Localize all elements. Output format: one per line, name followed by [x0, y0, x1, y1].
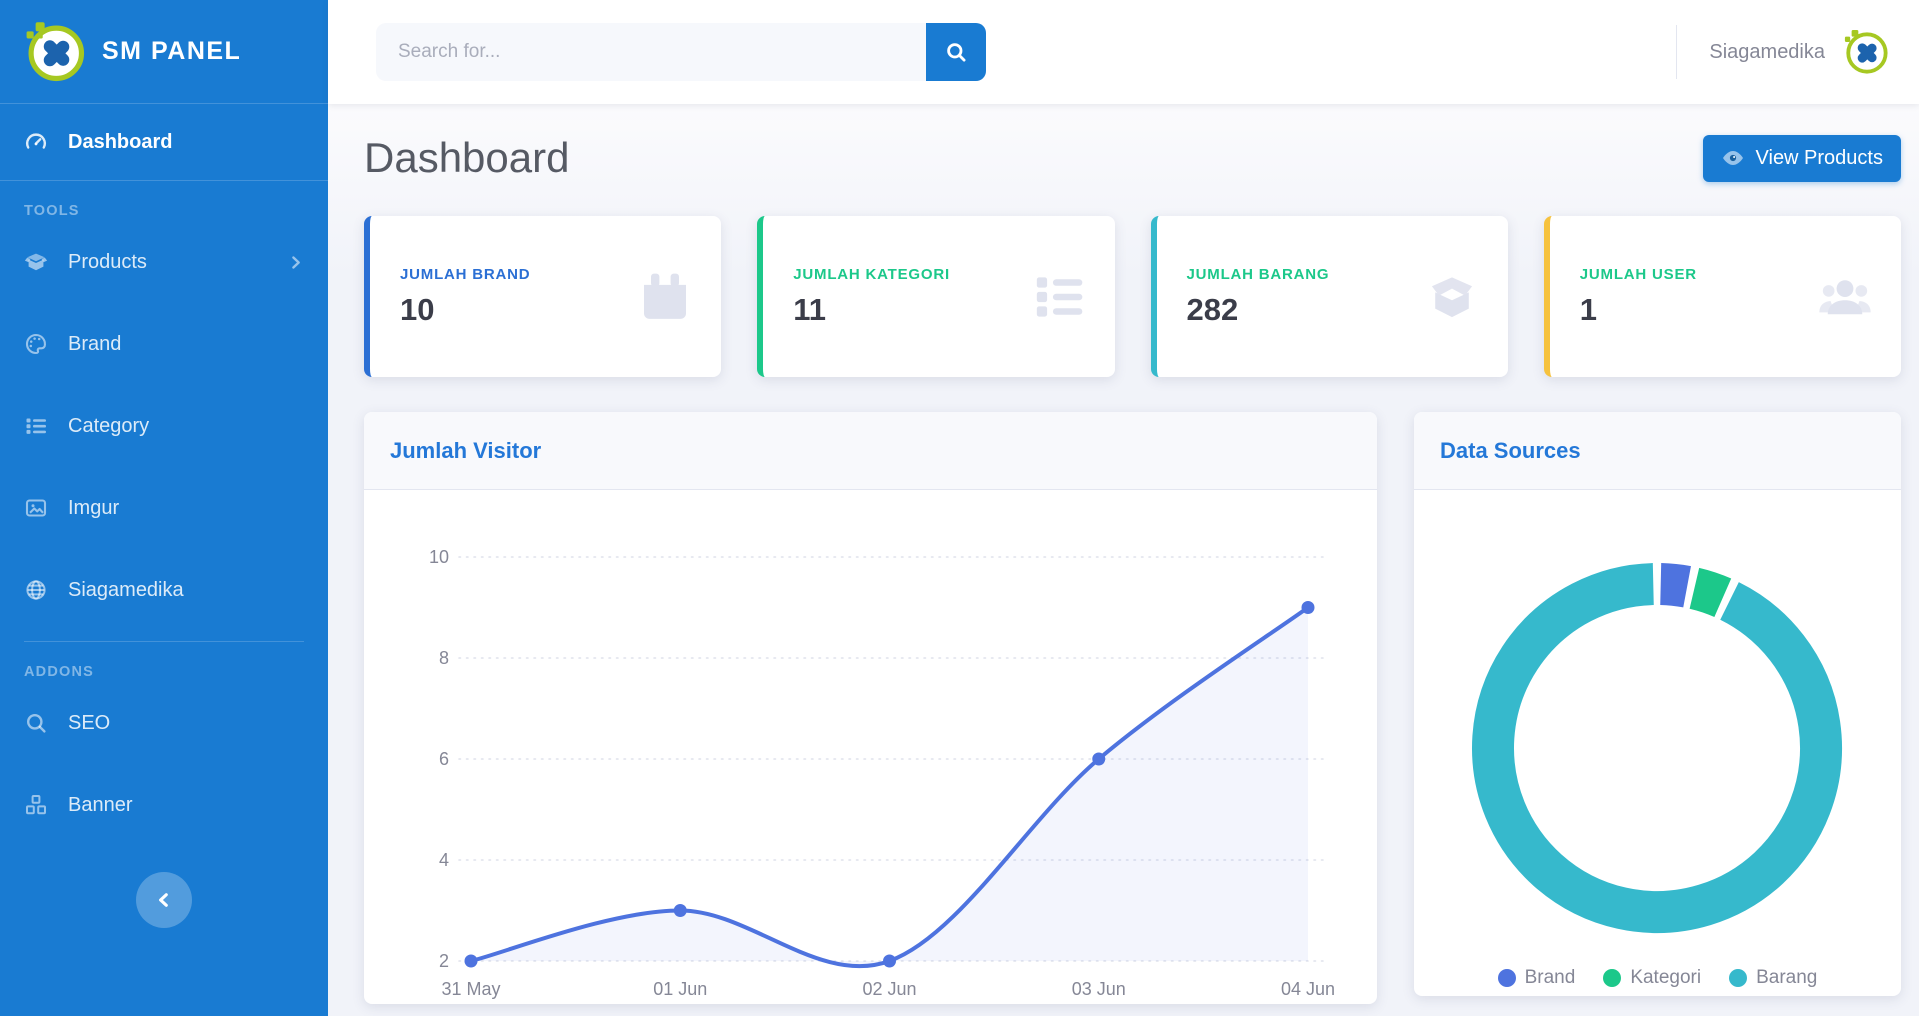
svg-text:2: 2 — [439, 951, 449, 971]
topbar: Siagamedika — [328, 0, 1919, 104]
sidebar: SM PANEL Dashboard TOOLS Products — [0, 0, 328, 1016]
search-icon — [24, 711, 48, 735]
legend-dot — [1497, 969, 1516, 987]
calendar-icon — [637, 269, 693, 325]
sidebar-item-label: Brand — [68, 332, 122, 355]
donut-legend: Brand Kategori Barang — [1414, 960, 1901, 996]
topbar-divider — [1676, 25, 1678, 79]
charts-row: Jumlah Visitor 2 4 6 8 10 31 May 01 Jun 02 Jun 0… — [364, 412, 1901, 1004]
sidebar-item-category[interactable]: Category — [0, 385, 328, 467]
list-icon — [1031, 269, 1087, 325]
sm-panel-logo-icon — [24, 21, 86, 83]
visitor-chart-header: Jumlah Visitor — [364, 412, 1377, 490]
sidebar-item-label: Category — [68, 414, 150, 437]
legend-item-brand[interactable]: Brand — [1497, 967, 1576, 989]
sidebar-item-seo[interactable]: SEO — [0, 682, 328, 764]
svg-text:8: 8 — [439, 648, 449, 668]
tachometer-icon — [24, 130, 48, 154]
stat-value: 1 — [1579, 291, 1597, 327]
eye-icon — [1721, 146, 1745, 170]
legend-item-kategori[interactable]: Kategori — [1603, 967, 1701, 989]
stat-card-jumlah-kategori[interactable]: JUMLAH KATEGORI 11 — [757, 216, 1115, 377]
stat-card-jumlah-user[interactable]: JUMLAH USER 1 — [1543, 216, 1901, 377]
stat-value: 11 — [793, 291, 827, 327]
chevron-left-icon — [155, 891, 173, 909]
visitor-line-chart[interactable]: 2 4 6 8 10 31 May 01 Jun 02 Jun 03 Jun 04 Jun — [364, 490, 1377, 1004]
globe-icon — [24, 578, 48, 602]
data-sources-card: Data Sources Brand Kategori Barang — [1414, 412, 1901, 996]
stat-label: JUMLAH USER — [1579, 265, 1697, 283]
page-content: Dashboard View Products JUMLAH BRAND 10 — [328, 104, 1919, 1016]
stat-cards-row: JUMLAH BRAND 10 JUMLAH KATEGORI 11 — [364, 216, 1901, 377]
legend-label: Barang — [1756, 967, 1818, 988]
users-icon — [1817, 269, 1873, 325]
sidebar-item-siagamedika[interactable]: Siagamedika — [0, 549, 328, 631]
sidebar-item-label: Products — [68, 250, 147, 273]
legend-label: Brand — [1524, 967, 1576, 988]
search-icon — [944, 40, 968, 64]
view-products-button[interactable]: View Products — [1702, 134, 1901, 182]
palette-icon — [24, 332, 48, 356]
svg-text:4: 4 — [439, 850, 449, 870]
search-form — [376, 23, 986, 81]
main-area: Siagamedika Dashboard — [328, 0, 1919, 1016]
sidebar-brand[interactable]: SM PANEL — [0, 0, 328, 104]
svg-text:10: 10 — [429, 547, 449, 567]
stat-card-jumlah-brand[interactable]: JUMLAH BRAND 10 — [364, 216, 722, 377]
cubes-icon — [24, 793, 48, 817]
stat-card-jumlah-barang[interactable]: JUMLAH BARANG 282 — [1150, 216, 1508, 377]
sidebar-item-dashboard[interactable]: Dashboard — [0, 104, 328, 181]
box-open-icon — [24, 250, 48, 274]
sidebar-item-products[interactable]: Products — [0, 221, 328, 303]
svg-text:03 Jun: 03 Jun — [1072, 979, 1126, 999]
search-input[interactable] — [376, 23, 926, 81]
sidebar-item-label: Siagamedika — [68, 578, 184, 601]
sidebar-item-label: Dashboard — [68, 130, 173, 153]
data-sources-title: Data Sources — [1440, 437, 1581, 463]
svg-text:04 Jun: 04 Jun — [1281, 979, 1335, 999]
legend-dot — [1603, 969, 1622, 987]
stat-label: JUMLAH BRAND — [400, 265, 531, 283]
stat-value: 10 — [400, 291, 435, 327]
svg-text:6: 6 — [439, 749, 449, 769]
sidebar-section-addons: ADDONS — [24, 664, 95, 680]
chevron-right-icon — [287, 254, 304, 271]
sidebar-item-banner[interactable]: Banner — [0, 764, 328, 846]
svg-text:01 Jun: 01 Jun — [653, 979, 707, 999]
stat-label: JUMLAH KATEGORI — [793, 265, 950, 283]
search-button[interactable] — [926, 23, 986, 81]
visitor-chart-title: Jumlah Visitor — [390, 437, 542, 463]
legend-item-barang[interactable]: Barang — [1729, 967, 1817, 989]
sidebar-item-imgur[interactable]: Imgur — [0, 467, 328, 549]
user-avatar-logo-icon — [1843, 29, 1889, 75]
data-sources-header: Data Sources — [1414, 412, 1901, 490]
legend-label: Kategori — [1630, 967, 1702, 988]
topbar-user[interactable]: Siagamedika — [1676, 25, 1889, 79]
legend-dot — [1729, 969, 1748, 987]
stat-value: 282 — [1186, 291, 1239, 327]
stat-label: JUMLAH BARANG — [1186, 265, 1330, 283]
sidebar-divider — [24, 641, 304, 642]
user-name: Siagamedika — [1709, 40, 1825, 63]
sidebar-item-label: Banner — [68, 793, 133, 816]
svg-text:02 Jun: 02 Jun — [862, 979, 916, 999]
sidebar-item-brand[interactable]: Brand — [0, 303, 328, 385]
visitor-chart-card: Jumlah Visitor 2 4 6 8 10 31 May 01 Jun 02 Jun 0… — [364, 412, 1377, 1004]
svg-text:31 May: 31 May — [441, 979, 500, 999]
box-open-icon — [1424, 269, 1480, 325]
sidebar-collapse-button[interactable] — [136, 872, 192, 928]
data-sources-donut-chart[interactable] — [1414, 490, 1901, 960]
page-title: Dashboard — [364, 134, 570, 181]
sidebar-section-tools: TOOLS — [24, 203, 80, 219]
sidebar-item-label: Imgur — [68, 496, 120, 519]
sidebar-item-label: SEO — [68, 711, 111, 734]
image-icon — [24, 496, 48, 520]
list-icon — [24, 414, 48, 438]
view-products-label: View Products — [1755, 146, 1883, 169]
sidebar-brand-title: SM PANEL — [102, 37, 242, 65]
